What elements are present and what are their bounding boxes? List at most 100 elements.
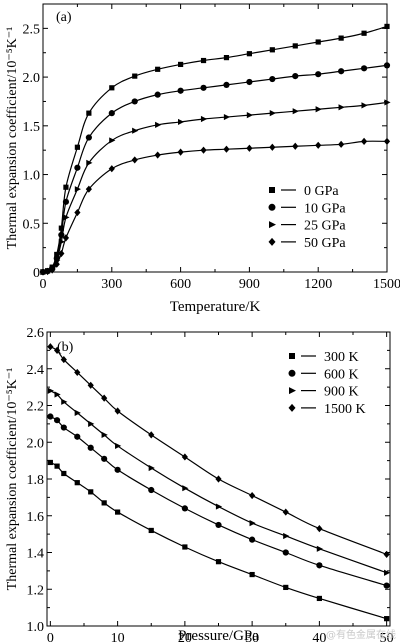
x-axis-label: Temperature/K bbox=[170, 299, 261, 315]
data-point bbox=[182, 485, 189, 492]
legend-marker bbox=[288, 369, 296, 377]
data-point bbox=[131, 98, 138, 105]
data-point bbox=[58, 249, 65, 258]
data-point bbox=[62, 198, 70, 205]
data-point bbox=[361, 102, 368, 109]
data-point bbox=[63, 214, 70, 221]
data-point bbox=[132, 127, 139, 134]
y-tick-label: 2.5 bbox=[23, 22, 41, 37]
data-point bbox=[115, 442, 122, 450]
data-point bbox=[108, 165, 115, 173]
data-point bbox=[74, 480, 80, 486]
data-point bbox=[53, 346, 61, 354]
series-1500-k bbox=[47, 343, 390, 558]
data-point bbox=[109, 137, 116, 144]
data-point bbox=[74, 208, 81, 217]
data-point bbox=[361, 30, 367, 36]
data-point bbox=[58, 225, 64, 231]
data-point bbox=[282, 508, 289, 516]
y-tick-label: 1.8 bbox=[27, 473, 45, 488]
x-tick-label: 30 bbox=[245, 631, 259, 642]
data-point bbox=[269, 47, 275, 53]
y-tick-label: 2.2 bbox=[27, 400, 45, 415]
data-point bbox=[384, 616, 390, 622]
data-point bbox=[283, 584, 289, 591]
data-point bbox=[148, 464, 155, 472]
y-tick-label: 2.0 bbox=[23, 71, 41, 86]
data-point bbox=[292, 108, 299, 115]
data-point bbox=[223, 81, 230, 88]
data-point bbox=[114, 407, 121, 415]
data-point bbox=[384, 569, 391, 576]
data-point bbox=[223, 55, 230, 61]
data-point bbox=[338, 104, 345, 111]
data-point bbox=[383, 137, 391, 146]
legend-marker bbox=[268, 237, 276, 246]
data-point bbox=[269, 143, 276, 151]
data-point bbox=[282, 549, 289, 556]
y-tick-label: 1.6 bbox=[27, 510, 45, 525]
data-point bbox=[200, 146, 207, 154]
x-tick-label: 40 bbox=[312, 631, 326, 642]
data-point bbox=[249, 571, 255, 578]
data-point bbox=[88, 420, 95, 427]
data-point bbox=[88, 489, 94, 495]
data-point bbox=[132, 73, 138, 79]
data-point bbox=[87, 444, 94, 451]
data-point bbox=[283, 532, 290, 540]
x-tick-label: 1500 bbox=[373, 277, 400, 292]
data-point bbox=[101, 394, 108, 402]
data-point bbox=[47, 459, 53, 466]
x-tick-label: 0 bbox=[40, 277, 47, 292]
data-point bbox=[181, 453, 188, 461]
data-point bbox=[85, 185, 92, 193]
data-point bbox=[62, 234, 70, 242]
legend-label: 600 K bbox=[324, 367, 359, 382]
data-point bbox=[47, 343, 54, 351]
data-point bbox=[148, 431, 155, 439]
panel-b-pressure-chart: 0 10 20 30 40 50 1.0 1.2 1.4 1.6 1.8 2.0 2.2 2.4 2.6 Pr… bbox=[5, 326, 394, 642]
data-point bbox=[108, 110, 115, 117]
data-point bbox=[315, 71, 322, 78]
data-point bbox=[223, 113, 231, 121]
data-point bbox=[181, 505, 188, 512]
data-point bbox=[338, 140, 345, 148]
data-point bbox=[54, 463, 60, 469]
data-point bbox=[74, 368, 81, 377]
data-point bbox=[246, 111, 253, 119]
legend-label: 10 GPa bbox=[304, 201, 346, 216]
series-300-k bbox=[47, 459, 390, 622]
data-point bbox=[44, 267, 51, 276]
panel-label: (a) bbox=[56, 10, 72, 25]
data-point bbox=[85, 134, 92, 141]
y-tick-label: 1.0 bbox=[27, 620, 45, 635]
data-point bbox=[215, 521, 222, 529]
data-point bbox=[49, 266, 56, 274]
legend-label: 50 GPa bbox=[304, 236, 346, 251]
data-point bbox=[246, 51, 252, 57]
data-point bbox=[131, 156, 138, 164]
data-point bbox=[315, 106, 322, 113]
data-point bbox=[384, 23, 390, 30]
data-point bbox=[215, 503, 223, 510]
series-50-gpa bbox=[39, 137, 391, 276]
x-tick-label: 300 bbox=[101, 277, 122, 292]
legend-marker bbox=[289, 353, 295, 359]
data-point bbox=[269, 75, 276, 83]
y-tick-label: 0 bbox=[33, 266, 40, 281]
data-point bbox=[101, 500, 107, 506]
y-tick-label: 2.0 bbox=[27, 436, 45, 451]
legend-marker bbox=[288, 403, 296, 412]
data-point bbox=[101, 455, 108, 462]
data-point bbox=[292, 142, 299, 150]
data-point bbox=[269, 110, 276, 117]
x-tick-label: 900 bbox=[239, 277, 260, 292]
legend-marker bbox=[289, 387, 296, 395]
data-point bbox=[200, 57, 207, 64]
data-point bbox=[200, 115, 208, 123]
y-tick-label: 1.0 bbox=[23, 169, 41, 184]
legend-label: 0 GPa bbox=[304, 184, 339, 199]
x-tick-label: 600 bbox=[170, 277, 191, 292]
x-tick-label: 1200 bbox=[304, 277, 332, 292]
